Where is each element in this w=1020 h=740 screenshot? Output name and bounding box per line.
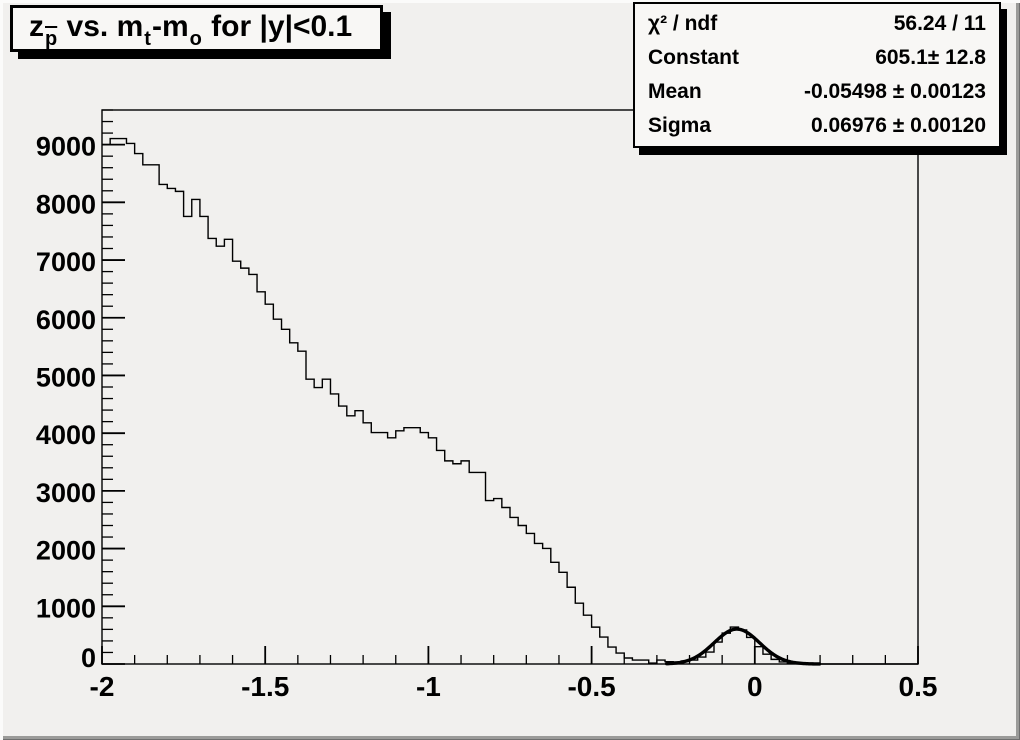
gaussian-fit-curve xyxy=(664,627,822,666)
title-segment: -m xyxy=(151,10,189,43)
stats-label: Sigma xyxy=(648,114,712,137)
stats-value: 605.1± 12.8 xyxy=(875,46,986,69)
stats-value: 0.06976 ± 0.00120 xyxy=(810,114,986,137)
page-title: zp vs. mt-mo for |y|<0.1 xyxy=(13,8,380,50)
title-subscript: t xyxy=(144,28,151,50)
y-axis-tick-label: 8000 xyxy=(36,189,96,219)
fit-stats-box: χ² / ndf 56.24 / 11 Constant 605.1± 12.8 Mea… xyxy=(633,2,1001,148)
x-axis-tick-label: 0.5 xyxy=(899,671,938,702)
x-axis-tick-label: -2 xyxy=(90,671,115,702)
title-subscript: o xyxy=(189,28,202,50)
stats-label: Mean xyxy=(648,80,702,103)
stats-label: Constant xyxy=(648,46,739,69)
stats-row: Mean -0.05498 ± 0.00123 xyxy=(635,75,999,109)
stats-value: -0.05498 ± 0.00123 xyxy=(803,80,986,103)
y-axis-tick-label: 3000 xyxy=(36,478,96,508)
stats-row: χ² / ndf 56.24 / 11 xyxy=(635,7,999,41)
y-axis-tick-label: 7000 xyxy=(36,247,96,277)
x-axis-tick-label: -0.5 xyxy=(567,671,615,702)
x-axis-tick-label: 0 xyxy=(747,671,763,702)
y-axis-tick-label: 9000 xyxy=(36,132,96,162)
stats-label: χ² / ndf xyxy=(648,12,718,35)
x-axis-tick-label: -1.5 xyxy=(241,671,289,702)
y-axis-tick-label: 1000 xyxy=(36,593,96,623)
title-subscript: p xyxy=(45,28,58,50)
title-segment: z xyxy=(29,10,44,43)
title-segment: for |y|<0.1 xyxy=(202,10,353,43)
stats-row: Constant 605.1± 12.8 xyxy=(635,41,999,75)
stats-value: 56.24 / 11 xyxy=(893,12,986,35)
y-axis-tick-label: 6000 xyxy=(36,305,96,335)
stats-row: Sigma 0.06976 ± 0.00120 xyxy=(635,109,999,143)
y-axis-tick-label: 4000 xyxy=(36,420,96,450)
y-axis-tick-label: 2000 xyxy=(36,536,96,566)
histogram-step-line xyxy=(102,137,918,665)
y-axis-tick-label: 0 xyxy=(81,643,96,673)
title-segment: vs. m xyxy=(58,10,144,43)
x-axis-tick-label: -1 xyxy=(416,671,441,702)
y-axis-tick-label: 5000 xyxy=(36,362,96,392)
histogram-title-box: zp vs. mt-mo for |y|<0.1 xyxy=(10,5,383,52)
plot-frame xyxy=(101,109,919,665)
